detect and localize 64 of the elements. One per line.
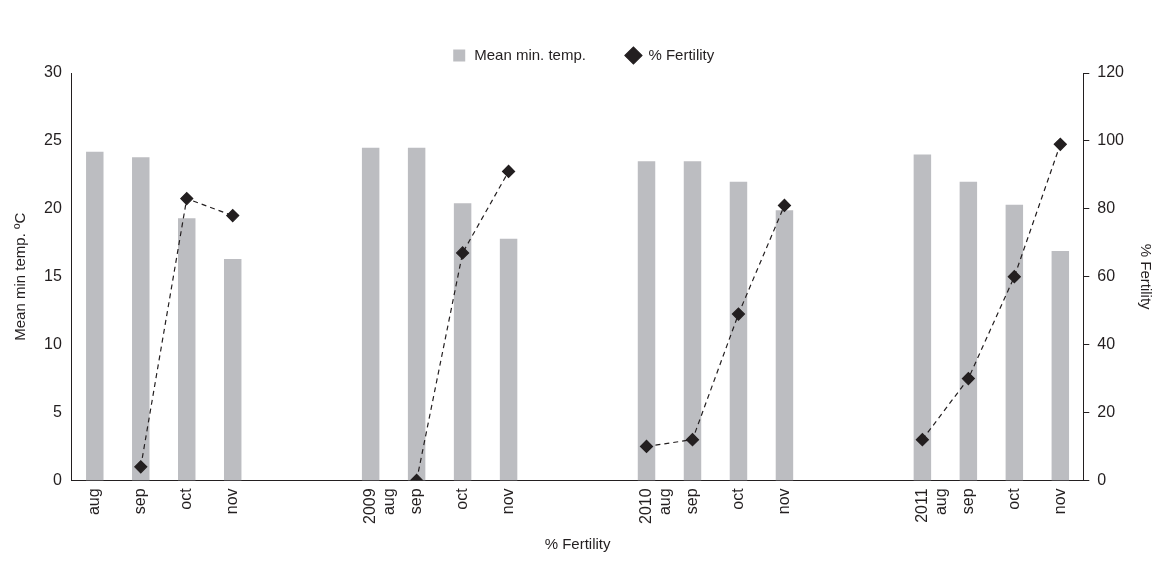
x-tick-label: sep	[682, 488, 700, 515]
x-tick-label: nov	[774, 488, 792, 515]
bar	[361, 147, 380, 481]
x-tick-label: nov	[498, 488, 516, 515]
point	[961, 371, 975, 386]
point	[226, 208, 240, 223]
bar	[637, 161, 656, 481]
y-tick-label: 15	[44, 267, 62, 285]
bar	[453, 203, 472, 481]
point	[639, 439, 654, 454]
x-tick-label: sep	[131, 488, 149, 515]
y2-tick-label: 0	[1097, 470, 1107, 488]
point	[180, 192, 194, 206]
point	[777, 198, 792, 213]
y2-tick-label: 80	[1097, 199, 1116, 217]
point	[731, 307, 746, 321]
bar	[223, 259, 242, 481]
bar	[86, 151, 104, 481]
y-tick-label: 25	[44, 131, 62, 149]
x-tick-label: 2009 aug	[361, 488, 398, 524]
y-tick-label: 30	[44, 63, 62, 81]
y-tick-label: 5	[52, 402, 62, 420]
y2-tick-label: 120	[1097, 63, 1125, 81]
x-tick-label: oct	[1004, 487, 1022, 510]
bar	[132, 157, 150, 481]
y2-tick-label: 40	[1097, 335, 1116, 353]
x-tick-label: 2011 aug	[912, 488, 949, 523]
x-axis-title: % Fertility	[544, 535, 611, 553]
x-tick-label: oct	[177, 487, 195, 510]
y2-tick-label: 100	[1097, 131, 1125, 149]
point	[915, 433, 929, 447]
point	[501, 164, 516, 179]
point	[1053, 137, 1067, 151]
bar	[959, 181, 978, 481]
legend-label: Mean min. temp.	[474, 45, 586, 63]
x-tick-label: oct	[453, 487, 471, 510]
bar	[775, 210, 794, 481]
x-tick-label: sep	[958, 488, 976, 515]
point	[685, 433, 700, 447]
y-tick-label: 20	[44, 199, 62, 217]
point	[1007, 270, 1021, 284]
y2-tick-label: 60	[1097, 267, 1116, 285]
x-tick-label: nov	[1050, 488, 1068, 515]
bar	[1005, 204, 1024, 481]
bar	[913, 154, 932, 481]
x-tick-label: nov	[223, 488, 241, 515]
bar	[499, 238, 518, 481]
bar	[1051, 250, 1070, 481]
x-tick-label: sep	[407, 488, 425, 515]
y2-axis-title: % Fertility	[1137, 243, 1155, 311]
x-tick-label: oct	[728, 487, 746, 510]
point	[456, 246, 470, 260]
bar	[729, 181, 748, 481]
x-tick-label: aug	[85, 488, 103, 516]
bar	[683, 161, 702, 481]
y-axis-title: Mean min temp. ºC	[11, 212, 29, 341]
point	[134, 460, 148, 474]
bar	[178, 218, 196, 481]
x-tick-label: 2010 aug	[636, 488, 674, 524]
legend-label: % Fertility	[648, 45, 715, 63]
y-tick-label: 0	[52, 470, 62, 488]
y-tick-label: 10	[44, 335, 62, 353]
y2-tick-label: 20	[1097, 402, 1116, 420]
bar	[407, 147, 426, 481]
